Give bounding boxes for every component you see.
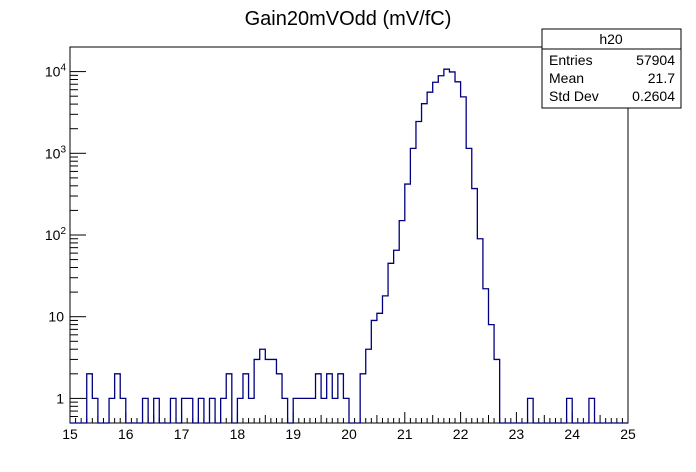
y-tick-label: 104 xyxy=(45,63,67,80)
stats-box-title: h20 xyxy=(599,31,623,47)
x-tick-label: 24 xyxy=(564,426,580,442)
x-tick-label: 21 xyxy=(397,426,413,442)
stats-box: h20 Entries 57904 Mean 21.7 Std Dev 0.26… xyxy=(541,28,682,109)
chart-title: Gain20mVOdd (mV/fC) xyxy=(245,8,452,30)
x-tick-label: 18 xyxy=(230,426,246,442)
x-tick-label: 22 xyxy=(453,426,469,442)
stats-stddev-value: 0.2604 xyxy=(632,88,675,104)
stats-entries-value: 57904 xyxy=(636,52,675,68)
x-tick-label: 23 xyxy=(509,426,525,442)
y-tick-label: 103 xyxy=(45,144,67,161)
x-tick-label: 16 xyxy=(118,426,134,442)
histogram-series-line xyxy=(70,68,628,424)
stats-box-frame xyxy=(541,28,682,109)
stats-stddev-label: Std Dev xyxy=(549,88,599,104)
x-tick-label: 20 xyxy=(341,426,357,442)
x-tick-label: 25 xyxy=(620,426,636,442)
x-tick-label: 15 xyxy=(62,426,78,442)
stats-entries-label: Entries xyxy=(549,52,593,68)
y-axis: 1 10 102 103 104 xyxy=(45,63,86,424)
y-tick-label: 1 xyxy=(56,390,64,406)
stats-mean-value: 21.7 xyxy=(648,70,675,86)
y-tick-label: 102 xyxy=(45,226,67,243)
x-tick-label: 19 xyxy=(285,426,301,442)
x-tick-label: 17 xyxy=(174,426,190,442)
y-tick-label: 10 xyxy=(48,309,64,325)
stats-mean-label: Mean xyxy=(549,70,584,86)
